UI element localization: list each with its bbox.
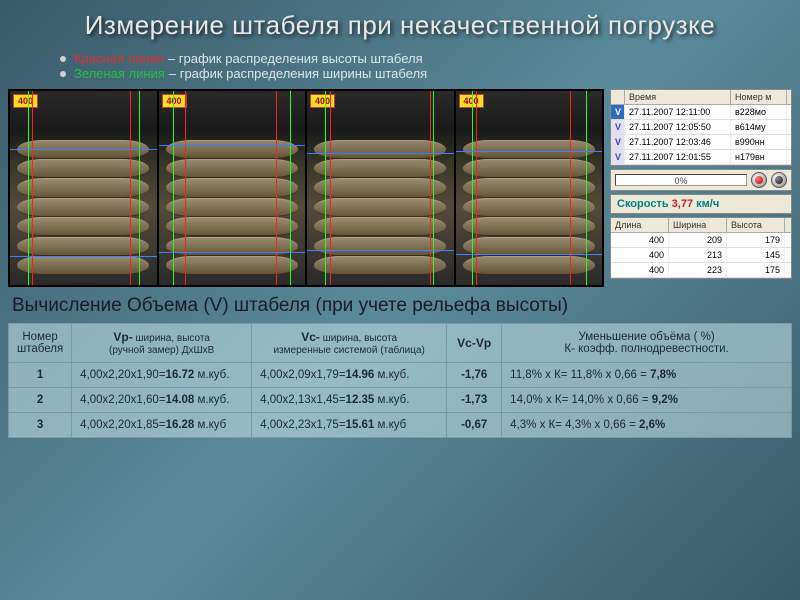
progress-row: 0%: [610, 169, 792, 191]
record-button[interactable]: [751, 172, 767, 188]
dim-grid[interactable]: ДлинаШиринаВысота40020917940021314540022…: [610, 217, 792, 279]
time-row[interactable]: V27.11.2007 12:01:55н179вн: [611, 150, 791, 165]
calc-subhead: Вычисление Объема (V) штабеля (при учете…: [0, 287, 800, 323]
speed-display: Скорость 3,77 км/ч: [610, 194, 792, 214]
calc-row: 24,00х2,20х1,60=14.08 м.куб.4,00х2,13х1,…: [9, 388, 792, 413]
calc-row: 34,00х2,20х1,85=16.28 м.куб4,00х2,23х1,7…: [9, 413, 792, 438]
photo-panel[interactable]: 400: [10, 91, 157, 285]
progress-bar: 0%: [615, 174, 747, 186]
speed-unit: км/ч: [696, 198, 719, 210]
grid-header: ДлинаШиринаВысота: [611, 218, 791, 233]
time-row[interactable]: V27.11.2007 12:05:50в614му: [611, 120, 791, 135]
dim-row[interactable]: 400213145: [611, 248, 791, 263]
legend-green-label: Зеленая линия: [74, 66, 165, 81]
calc-row: 14,00х2,20х1,90=16.72 м.куб.4,00х2,09х1,…: [9, 363, 792, 388]
photo-panels: 400400400400: [8, 89, 604, 287]
legend-green-rest: – график распределения ширины штабеля: [169, 66, 427, 81]
dim-row[interactable]: 400209179: [611, 233, 791, 248]
stop-button[interactable]: [771, 172, 787, 188]
legend: Красная линия – график распределения выс…: [0, 49, 800, 89]
side-panel: ВремяНомер мV27.11.2007 12:11:00в228моV2…: [610, 89, 792, 287]
speed-label: Скорость: [617, 198, 669, 210]
mid-section: 400400400400 ВремяНомер мV27.11.2007 12:…: [0, 89, 800, 287]
page-title: Измерение штабеля при некачественной пог…: [0, 0, 800, 49]
bullet-icon: [60, 71, 66, 77]
photo-panel[interactable]: 400: [159, 91, 306, 285]
legend-red-label: Красная линия: [74, 51, 164, 66]
bullet-icon: [60, 56, 66, 62]
calc-table: Номер штабеляVр- ширина, высота(ручной з…: [8, 323, 792, 438]
grid-header: ВремяНомер м: [611, 90, 791, 105]
legend-red-rest: – график распределения высоты штабеля: [168, 51, 423, 66]
time-row[interactable]: V27.11.2007 12:11:00в228мо: [611, 105, 791, 120]
photo-panel[interactable]: 400: [307, 91, 454, 285]
photo-panel[interactable]: 400: [456, 91, 603, 285]
dim-row[interactable]: 400223175: [611, 263, 791, 278]
speed-value: 3,77: [672, 198, 693, 210]
time-grid[interactable]: ВремяНомер мV27.11.2007 12:11:00в228моV2…: [610, 89, 792, 166]
time-row[interactable]: V27.11.2007 12:03:46в990нн: [611, 135, 791, 150]
